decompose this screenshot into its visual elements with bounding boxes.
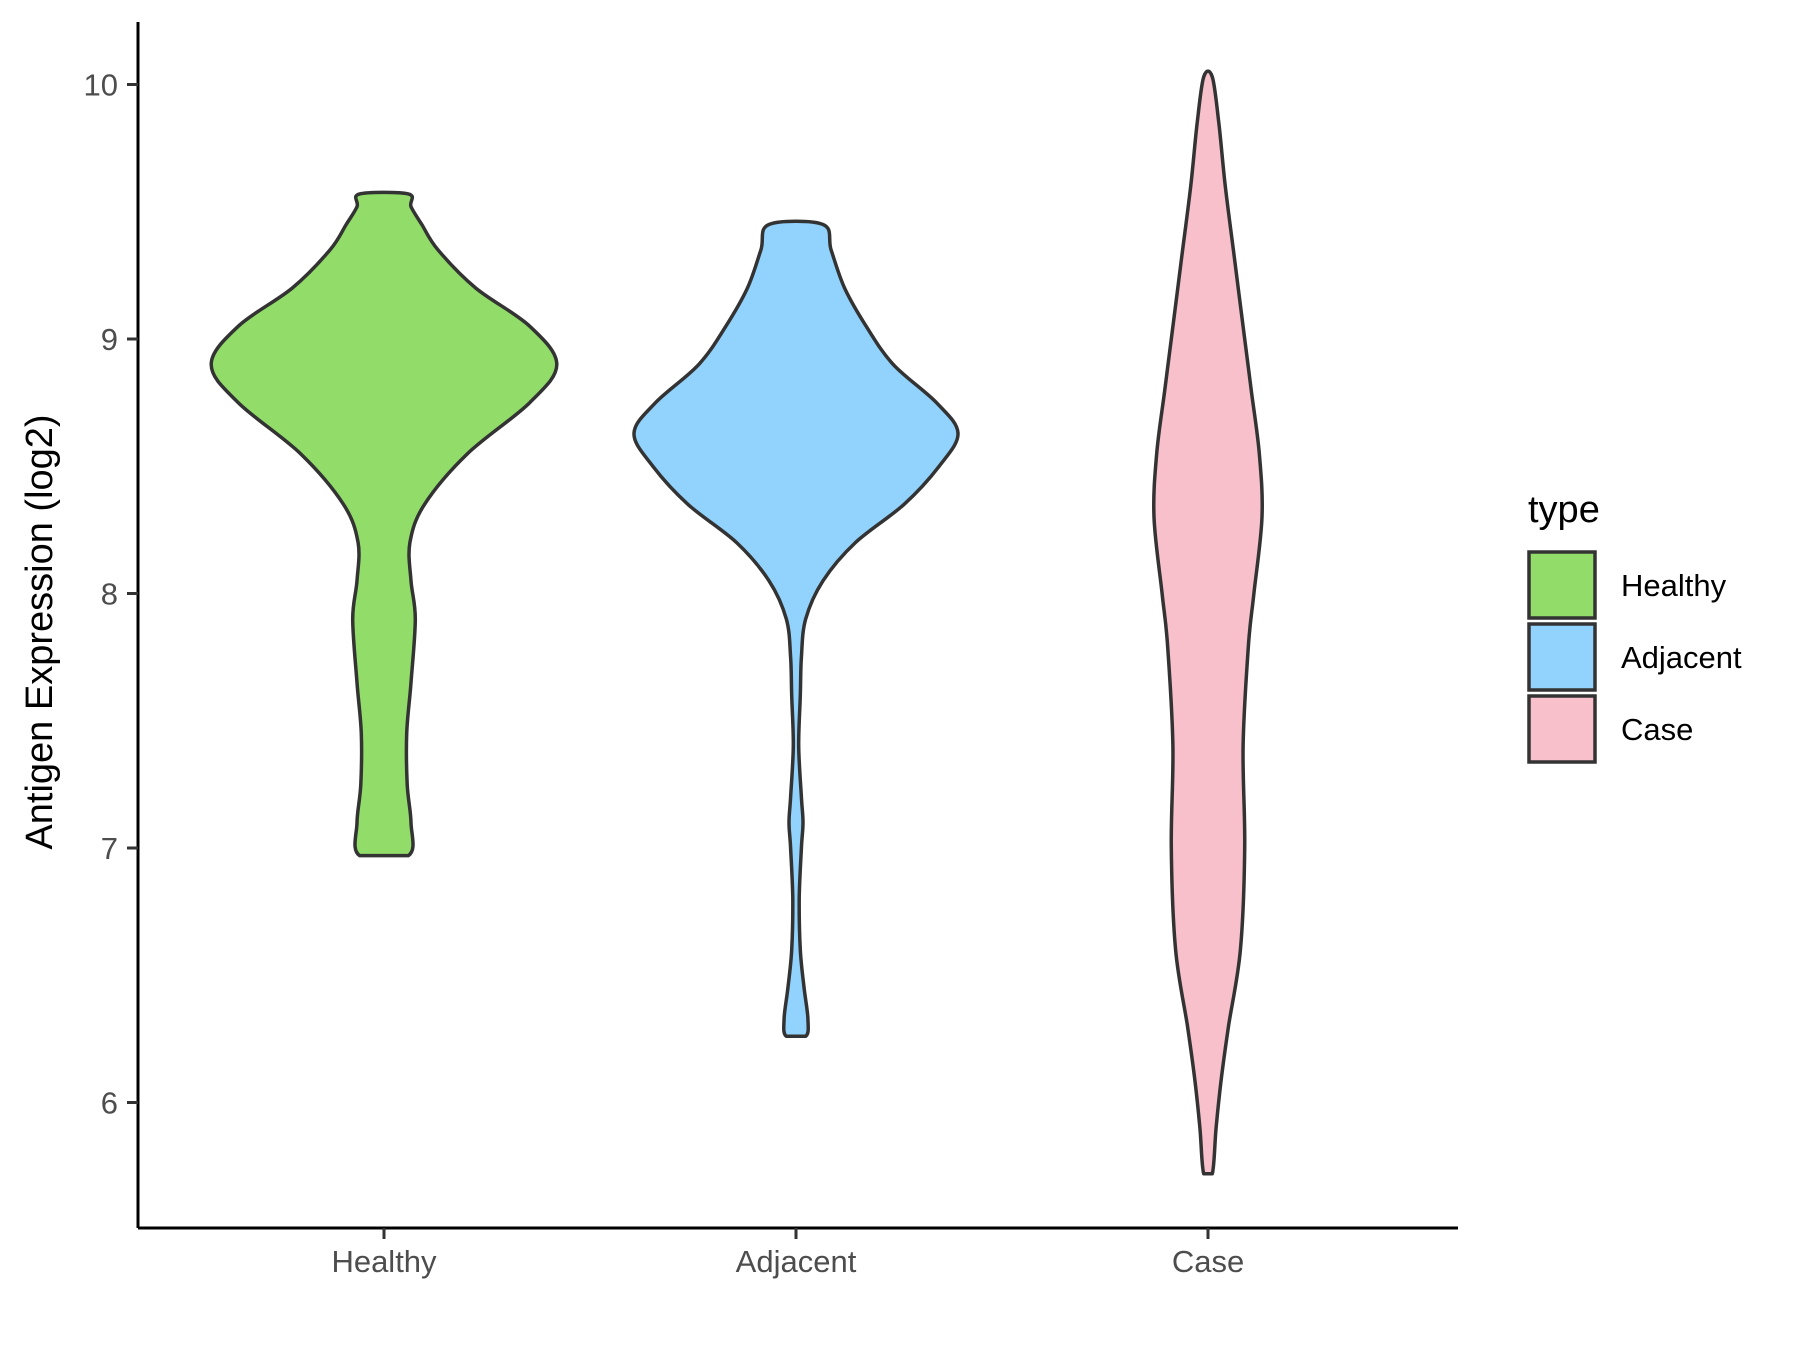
axes: 6 7 8 9 10 Healthy Adjacent Case [84, 22, 1458, 1279]
y-tick-label: 8 [101, 577, 118, 612]
legend-key-healthy [1527, 550, 1597, 620]
y-tick-label: 6 [101, 1086, 118, 1121]
legend-label-adjacent: Adjacent [1621, 640, 1742, 675]
legend-title: type [1528, 489, 1600, 531]
y-tick-label: 10 [84, 68, 118, 103]
y-axis-title: Antigen Expression (log2) [19, 414, 61, 849]
legend-key-case [1527, 694, 1597, 764]
legend: type Healthy Adjacent Case [1527, 489, 1742, 764]
y-tick-label: 9 [101, 322, 118, 357]
violin-healthy [209, 190, 559, 858]
legend-key-adjacent [1527, 622, 1597, 692]
x-tick-label: Healthy [331, 1244, 437, 1279]
legend-label-healthy: Healthy [1621, 568, 1727, 603]
x-tick-label: Case [1172, 1244, 1244, 1279]
legend-items: Healthy Adjacent Case [1527, 550, 1742, 764]
y-tick-label: 7 [101, 831, 118, 866]
x-tick-label: Adjacent [736, 1244, 857, 1279]
violin-layer [209, 69, 1264, 1176]
violin-adjacent [632, 219, 960, 1039]
violin-case [1152, 69, 1264, 1176]
legend-label-case: Case [1621, 712, 1693, 747]
